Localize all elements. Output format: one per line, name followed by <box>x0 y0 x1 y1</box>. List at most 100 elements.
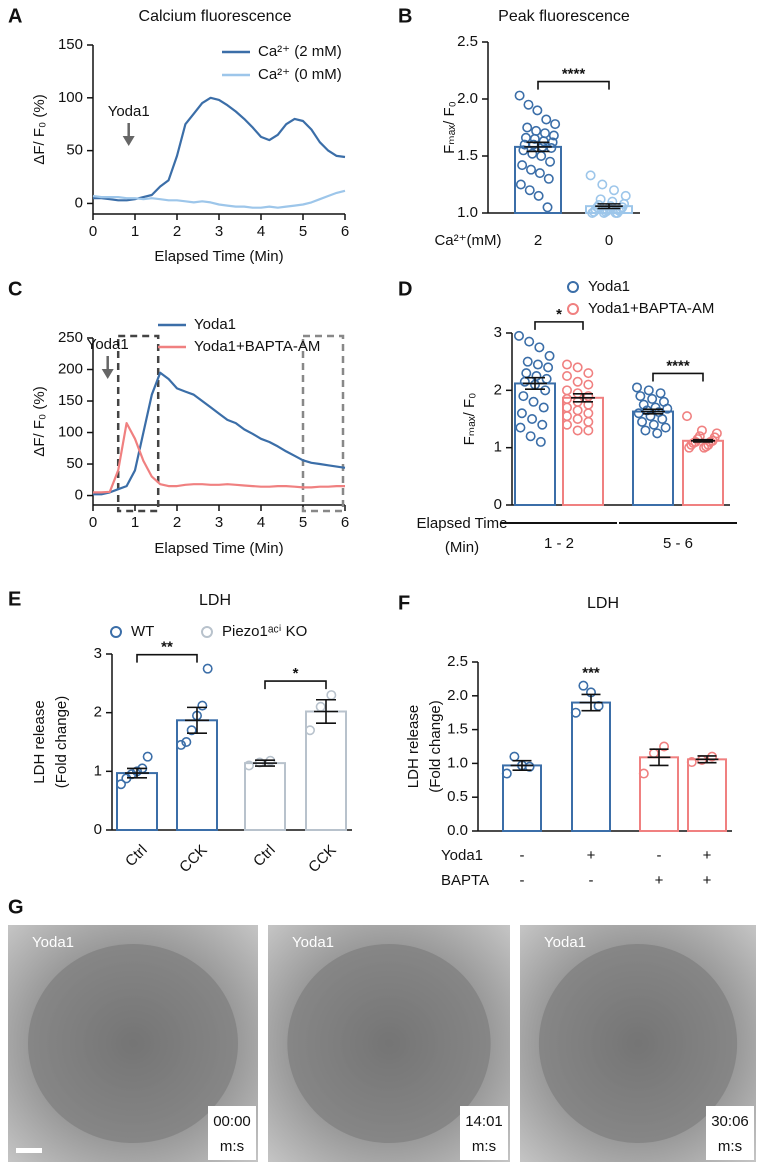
data-point <box>545 156 556 167</box>
timestamp-unit: m:s <box>472 1138 496 1155</box>
x-tick-label: 5 - 6 <box>663 535 693 552</box>
significance-bracket <box>264 680 327 690</box>
x-tick-label: 3 <box>215 223 223 240</box>
error-bar <box>579 693 603 712</box>
annotation-arrowhead <box>101 369 114 379</box>
y-tick-label: 200 <box>58 360 83 377</box>
bar <box>502 764 542 832</box>
significance-bracket <box>136 653 198 663</box>
x-tick-label: 0 <box>89 223 97 240</box>
data-point <box>699 442 710 453</box>
image-label: Yoda1 <box>544 934 586 951</box>
data-point <box>535 436 546 447</box>
x-axis-label: Elapsed Time (Min) <box>154 248 283 265</box>
data-point <box>532 105 543 116</box>
data-point <box>532 359 543 370</box>
data-point <box>181 736 192 747</box>
condition-label: + <box>655 872 664 889</box>
data-point <box>572 425 583 436</box>
data-point <box>515 179 526 190</box>
line-series <box>93 422 345 494</box>
data-point <box>659 741 670 752</box>
data-point <box>186 725 197 736</box>
data-point <box>572 362 583 373</box>
data-point <box>587 208 598 219</box>
data-point <box>116 779 127 790</box>
data-point <box>517 160 528 171</box>
y-tick-label: 0 <box>75 487 83 504</box>
y-tick-label: 3 <box>94 645 102 662</box>
legend-marker <box>567 303 579 315</box>
data-point <box>142 751 153 762</box>
cell-cluster <box>287 943 491 1144</box>
data-point <box>633 408 644 419</box>
data-point <box>647 393 658 404</box>
x-tick-label: 4 <box>257 514 265 531</box>
error-bar <box>314 698 338 725</box>
y-tick-label: 1.0 <box>457 204 478 221</box>
data-point <box>640 425 651 436</box>
line-series <box>92 189 346 209</box>
legend-label: Yoda1+BAPTA-AM <box>588 300 714 317</box>
x-tick-label: 4 <box>257 223 265 240</box>
data-point <box>696 425 707 436</box>
x-tick-label: 2 <box>534 232 542 249</box>
y-tick-label: 250 <box>58 329 83 346</box>
error-bar <box>185 706 209 734</box>
y-tick-label: 2 <box>494 381 502 398</box>
data-point <box>681 411 692 422</box>
y-tick-label: 0.0 <box>447 822 468 839</box>
legend-label: Yoda1 <box>588 278 630 295</box>
y-tick-label: 100 <box>58 423 83 440</box>
panel-label: A <box>8 5 22 27</box>
y-tick-label: 50 <box>66 455 83 472</box>
data-point <box>516 408 527 419</box>
error-bar <box>125 767 149 779</box>
y-axis-label: LDH release <box>405 705 422 788</box>
y-axis-label: ΔF/ F₀ (%) <box>31 94 48 164</box>
data-point <box>585 170 596 181</box>
panel-label: F <box>398 592 410 614</box>
y-axis-label: Fₘₐₓ/ F₀ <box>461 393 478 446</box>
data-point <box>543 173 554 184</box>
data-point <box>572 376 583 387</box>
x-tick-label: 2 <box>173 514 181 531</box>
significance-label: **** <box>666 357 690 374</box>
significance-bracket <box>537 80 610 90</box>
annotation-arrowhead <box>122 136 135 146</box>
data-point <box>522 122 533 133</box>
data-point <box>543 362 554 373</box>
chart-title: LDH <box>587 595 619 612</box>
x-tick-label: 1 <box>131 223 139 240</box>
data-point <box>550 119 561 130</box>
data-point <box>583 425 594 436</box>
data-point <box>686 757 697 768</box>
data-point <box>524 336 535 347</box>
image-label: Yoda1 <box>292 934 334 951</box>
timestamp-unit: m:s <box>220 1138 244 1155</box>
bar <box>639 756 679 832</box>
data-point <box>635 391 646 402</box>
data-point <box>561 385 572 396</box>
x-tick-label: 0 <box>605 232 613 249</box>
cell-cluster <box>28 943 238 1144</box>
significance-bracket <box>652 372 704 382</box>
bar <box>305 710 347 832</box>
data-point <box>540 385 551 396</box>
error-bar <box>523 376 547 390</box>
timestamp: 30:06 <box>711 1113 749 1130</box>
timestamp-unit: m:s <box>718 1138 742 1155</box>
data-point <box>202 663 213 674</box>
x-axis-label: Elapsed Time <box>417 515 508 532</box>
y-tick-label: 3 <box>494 324 502 341</box>
error-bar <box>647 748 671 767</box>
legend-label: Ca²⁺ (2 mM) <box>258 43 342 60</box>
timestamp: 00:00 <box>213 1113 251 1130</box>
y-tick-label: 0 <box>75 194 83 211</box>
data-point <box>655 388 666 399</box>
significance-label: **** <box>562 66 586 83</box>
timestamp: 14:01 <box>465 1113 503 1130</box>
scale-bar <box>16 1148 42 1153</box>
timestamp-box <box>460 1106 508 1160</box>
